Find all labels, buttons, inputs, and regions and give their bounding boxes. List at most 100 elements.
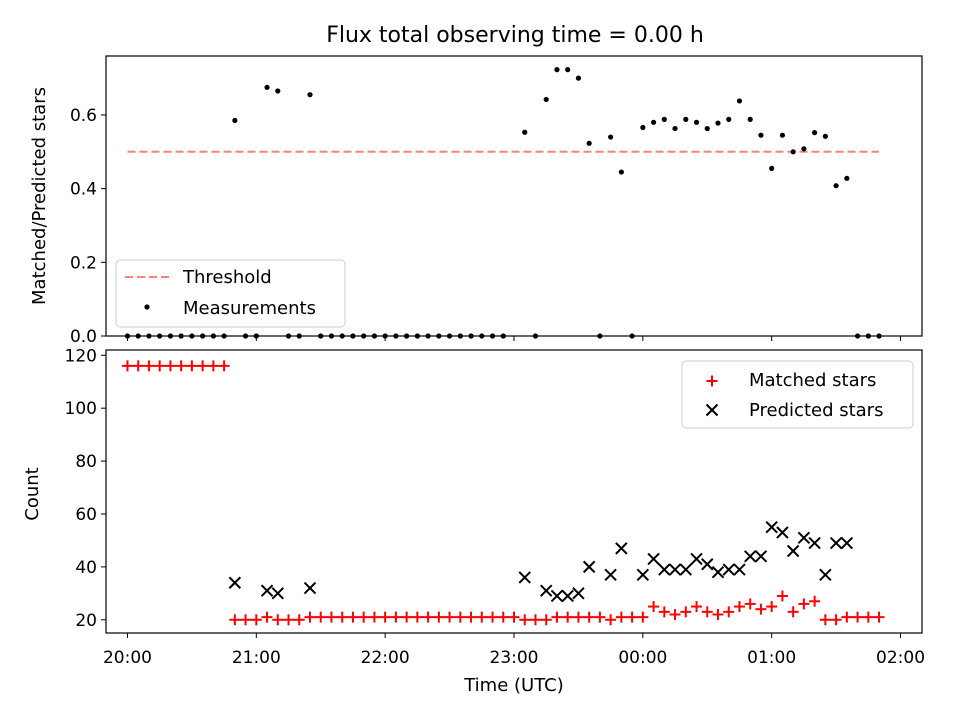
measurement-point	[704, 125, 710, 132]
matched-star-point	[325, 611, 337, 623]
top-legend: Threshold Measurements	[115, 259, 346, 328]
x-tick-label: 02:00	[876, 648, 925, 668]
measurement-point	[307, 92, 313, 98]
measurement-point	[693, 119, 700, 125]
measurement-point	[543, 96, 549, 103]
matched-star-point	[819, 614, 831, 626]
predicted-star-point	[604, 568, 617, 582]
measurement-point	[683, 116, 689, 122]
matched-star-point	[873, 611, 885, 623]
y-tick-label: 0.4	[70, 180, 97, 200]
legend-box	[681, 360, 914, 429]
matched-star-point	[433, 611, 445, 623]
matched-star-point	[551, 611, 563, 623]
legend-measurement-swatch	[144, 304, 150, 310]
matched-star-point	[529, 614, 541, 626]
matched-star-point	[691, 601, 703, 613]
top-x-ticks	[126, 336, 902, 341]
matched-star-point	[465, 611, 477, 623]
bottom-x-ticks: 20:00 21:00 22:00 23:00 00:00 01:00 02:00	[103, 633, 925, 668]
measurement-point	[275, 88, 281, 94]
matched-star-point	[315, 611, 327, 623]
x-tick-label: 01:00	[747, 648, 796, 668]
measurement-point	[586, 140, 592, 146]
measurement-point	[618, 169, 624, 175]
x-tick-label: 20:00	[103, 648, 152, 668]
matched-star-point	[487, 611, 499, 623]
matched-star-point	[733, 601, 745, 613]
matched-star-point	[583, 611, 595, 623]
predicted-star-point	[561, 589, 574, 603]
matched-star-point	[626, 611, 638, 623]
matched-star-point	[250, 614, 262, 626]
legend-matched-label: Matched stars	[749, 370, 876, 391]
matched-star-point	[261, 611, 273, 623]
legend-predicted-label: Predicted stars	[749, 400, 883, 421]
predicted-star-point	[819, 568, 832, 582]
matched-star-point	[304, 611, 316, 623]
predicted-star-point	[701, 558, 714, 571]
matched-star-point	[197, 360, 209, 372]
matched-star-point	[519, 614, 531, 626]
matched-star-point	[240, 614, 252, 626]
measurement-point	[779, 132, 786, 138]
measurement-point	[554, 67, 560, 73]
x-tick-label: 22:00	[361, 648, 410, 668]
predicted-star-point	[615, 542, 628, 555]
measurement-point	[812, 130, 818, 136]
predicted-star-point	[776, 526, 789, 539]
predicted-star-point	[679, 563, 692, 576]
bottom-panel: 20 40 60 80 100 120 20:00 21:00 22:00 23:00 00:00…	[22, 346, 925, 696]
y-tick-label: 20	[75, 611, 97, 631]
predicted-star-point	[754, 550, 768, 563]
predicted-star-point	[582, 560, 596, 574]
measurement-point	[726, 116, 732, 122]
y-tick-label: 40	[75, 558, 97, 578]
matched-star-point	[368, 611, 380, 623]
matched-star-point	[744, 598, 756, 610]
bottom-plot-area	[121, 360, 885, 626]
bottom-y-ticks: 20 40 60 80 100 120	[65, 346, 106, 631]
top-plot-area	[124, 67, 882, 339]
measurement-point	[833, 183, 839, 189]
legend-measurement-label: Measurements	[183, 298, 316, 319]
matched-star-point	[164, 360, 176, 372]
bottom-legend: Matched stars Predicted stars	[681, 360, 914, 429]
top-y-axis-label: Matched/Predicted stars	[29, 87, 50, 305]
top-y-ticks: 0.0 0.2 0.4 0.6	[70, 106, 106, 347]
measurement-point	[844, 175, 850, 181]
predicted-star-point	[647, 552, 660, 566]
measurement-point	[758, 132, 764, 138]
matched-star-point	[508, 611, 520, 623]
matched-star-point	[669, 608, 681, 620]
x-tick-label: 21:00	[232, 648, 281, 668]
matched-star-point	[809, 595, 821, 607]
matched-star-point	[444, 611, 456, 623]
predicted-star-point	[744, 550, 757, 563]
matched-star-point	[347, 611, 359, 623]
x-tick-label: 00:00	[618, 648, 667, 668]
measurement-point	[575, 75, 582, 81]
measurement-point	[715, 120, 721, 126]
matched-star-point	[712, 608, 724, 620]
matched-star-point	[766, 601, 778, 613]
matched-star-point	[755, 603, 767, 615]
matched-star-point	[562, 611, 574, 623]
matched-star-point	[358, 611, 370, 623]
matched-star-point	[411, 611, 423, 623]
matched-star-point	[476, 611, 488, 623]
y-tick-label: 0.2	[70, 253, 97, 273]
measurement-point	[672, 125, 678, 132]
predicted-star-point	[518, 571, 531, 584]
predicted-star-point	[550, 589, 564, 603]
matched-star-point	[572, 611, 584, 623]
predicted-star-point	[829, 536, 843, 550]
predicted-star-point	[668, 563, 682, 576]
matched-star-point	[186, 360, 198, 372]
matched-star-point	[132, 360, 144, 372]
predicted-star-point	[636, 568, 650, 582]
predicted-star-point	[808, 536, 821, 550]
matched-star-point	[594, 611, 606, 623]
